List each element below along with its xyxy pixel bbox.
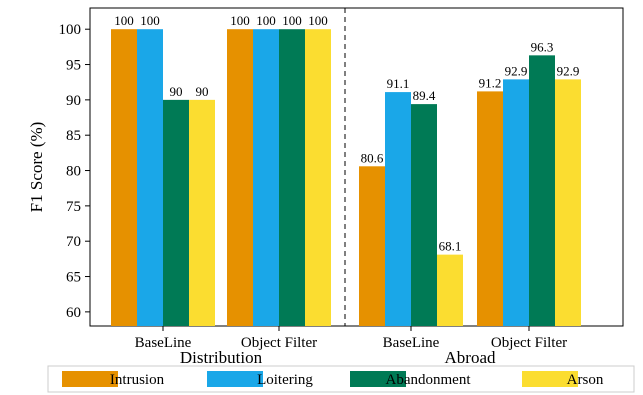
bar-intrusion <box>477 91 503 327</box>
y-axis-ticks: 60 65 70 75 80 85 90 95 100 <box>59 22 90 321</box>
group-label: Distribution <box>180 348 263 367</box>
value-label: 91.2 <box>479 75 502 90</box>
bar-arson <box>305 29 331 326</box>
legend-swatch-loitering <box>207 371 263 387</box>
bar-intrusion <box>111 29 137 326</box>
y-tick-label: 90 <box>66 93 81 109</box>
value-label: 68.1 <box>439 239 462 254</box>
bar-loitering <box>253 29 279 326</box>
bar-abandonment <box>411 104 437 327</box>
value-label: 80.6 <box>361 150 384 165</box>
bar-loitering <box>503 79 529 326</box>
bar-abandonment <box>279 29 305 326</box>
y-tick-label: 85 <box>66 128 81 144</box>
bar-intrusion <box>227 29 253 326</box>
legend-label: Arson <box>567 372 604 388</box>
legend-swatch-abandonment <box>350 371 406 387</box>
x-tick-label: BaseLine <box>383 335 440 351</box>
value-label: 96.3 <box>531 39 554 54</box>
value-label: 92.9 <box>505 63 528 78</box>
y-tick-label: 70 <box>66 234 81 250</box>
group-label: Abroad <box>445 348 496 367</box>
bar-abandonment <box>529 55 555 326</box>
x-axis-ticks: BaseLine Object Filter BaseLine Object Filt… <box>135 326 567 351</box>
bar-intrusion <box>359 166 385 326</box>
legend-label: Abandonment <box>386 372 472 388</box>
y-tick-label: 60 <box>66 305 81 321</box>
y-tick-label: 95 <box>66 58 81 74</box>
value-label: 100 <box>282 13 302 28</box>
value-label: 100 <box>230 13 250 28</box>
value-label: 91.1 <box>387 76 410 91</box>
legend-swatch-intrusion <box>62 371 118 387</box>
y-tick-label: 75 <box>66 199 81 215</box>
value-label: 90 <box>196 84 209 99</box>
legend: Intrusion Loitering Abandonment Arson <box>47 365 635 393</box>
value-label: 92.9 <box>557 63 580 78</box>
bar-loitering <box>385 92 411 327</box>
y-axis-title: F1 Score (%) <box>27 122 46 213</box>
x-tick-label: Object Filter <box>241 335 317 351</box>
legend-label: Intrusion <box>110 372 165 388</box>
y-tick-label: 65 <box>66 270 81 286</box>
bar-arson <box>555 79 581 326</box>
bar-loitering <box>137 29 163 326</box>
value-label: 90 <box>170 84 183 99</box>
legend-label: Loitering <box>257 372 313 388</box>
y-tick-label: 80 <box>66 164 81 180</box>
value-label: 100 <box>256 13 276 28</box>
bar-arson <box>437 254 463 326</box>
x-tick-label: Object Filter <box>491 335 567 351</box>
value-label: 100 <box>140 13 160 28</box>
value-label: 100 <box>114 13 134 28</box>
bars <box>111 29 581 327</box>
bar-abandonment <box>163 99 189 326</box>
group-labels: Distribution Abroad <box>180 348 496 367</box>
bar-arson <box>189 99 215 326</box>
value-label: 100 <box>308 13 328 28</box>
value-label: 89.4 <box>413 88 436 103</box>
y-tick-label: 100 <box>59 22 82 38</box>
x-tick-label: BaseLine <box>135 335 192 351</box>
legend-swatch-arson <box>522 371 578 387</box>
value-labels: 100 100 80.6 91.2 100 100 91.1 92.9 90 100 89.4 96.… <box>114 13 579 253</box>
